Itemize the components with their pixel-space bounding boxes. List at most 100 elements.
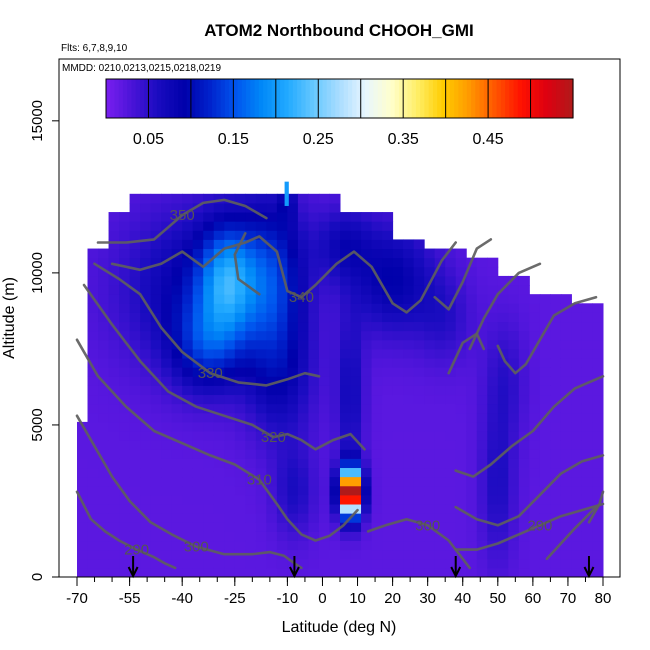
heatmap-cell — [350, 348, 362, 359]
heatmap-cell — [171, 540, 183, 551]
heatmap-cell — [297, 221, 309, 231]
heatmap-cell — [371, 504, 383, 514]
heatmap-cell — [361, 348, 373, 359]
heatmap-cell — [382, 485, 394, 496]
heatmap-cell — [487, 421, 499, 432]
heatmap-cell — [108, 266, 120, 277]
colorbar-swatch — [309, 79, 315, 118]
heatmap-cell — [234, 294, 246, 304]
heatmap-cell — [466, 467, 478, 478]
heatmap-cell — [455, 312, 467, 323]
heatmap-cell — [361, 412, 373, 423]
heatmap-cell — [592, 431, 604, 441]
heatmap-cell — [403, 513, 415, 523]
heatmap-cell — [171, 367, 183, 377]
heatmap-cell — [266, 567, 278, 577]
heatmap-cell — [445, 348, 457, 359]
heatmap-cell — [539, 567, 551, 577]
heatmap-cell — [213, 221, 225, 231]
heatmap-cell — [308, 230, 320, 240]
heatmap-cell — [308, 376, 320, 386]
heatmap-cell — [508, 558, 520, 569]
heatmap-cell — [287, 212, 299, 222]
heatmap-cell — [434, 339, 446, 350]
heatmap-cell — [150, 330, 162, 341]
heatmap-cell — [466, 275, 478, 286]
heatmap-cell — [592, 567, 604, 577]
heatmap-cell — [361, 485, 373, 496]
heatmap-cell — [445, 540, 457, 551]
heatmap-cell — [266, 266, 278, 277]
heatmap-cell — [276, 485, 288, 496]
heatmap-cell — [287, 467, 299, 478]
heatmap-cell — [382, 522, 394, 532]
heatmap-cell — [318, 558, 330, 569]
heatmap-cell — [413, 367, 425, 377]
heatmap-cell — [560, 504, 572, 514]
heatmap-cell — [340, 421, 352, 432]
colorbar-swatch — [360, 79, 366, 118]
heatmap-cell — [434, 567, 446, 577]
heatmap-cell — [129, 540, 141, 551]
heatmap-cell — [434, 394, 446, 405]
heatmap-cell — [329, 558, 341, 569]
heatmap-cell — [140, 376, 152, 386]
heatmap-cell — [287, 239, 299, 250]
heatmap-cell — [508, 376, 520, 386]
heatmap-cell — [413, 394, 425, 405]
heatmap-cell — [98, 385, 110, 396]
heatmap-cell — [361, 330, 373, 341]
heatmap-cell — [161, 358, 173, 368]
heatmap-cell — [434, 540, 446, 551]
heatmap-cell — [371, 312, 383, 323]
heatmap-cell — [182, 549, 194, 560]
heatmap-cell — [150, 257, 162, 268]
heatmap-cell — [276, 504, 288, 514]
heatmap-cell — [308, 531, 320, 542]
heatmap-cell — [318, 303, 330, 313]
heatmap-cell — [297, 239, 309, 250]
heatmap-cell — [161, 321, 173, 332]
heatmap-cell — [592, 367, 604, 377]
heatmap-cell — [455, 358, 467, 368]
heatmap-cell — [476, 394, 488, 405]
heatmap-cell — [266, 330, 278, 341]
heatmap-cell — [571, 467, 583, 478]
heatmap-cell — [171, 549, 183, 560]
heatmap-cell — [245, 212, 257, 222]
heatmap-cell — [266, 403, 278, 414]
heatmap-cell — [297, 403, 309, 414]
heatmap-cell — [508, 504, 520, 514]
heatmap-cell — [340, 376, 352, 386]
colorbar-tick-label: 0.45 — [473, 131, 504, 148]
heatmap-cell — [382, 558, 394, 569]
heatmap-cell — [403, 449, 415, 459]
heatmap-cell — [308, 467, 320, 478]
heatmap-cell — [108, 385, 120, 396]
heatmap-cell — [182, 485, 194, 496]
heatmap-cell — [350, 485, 362, 496]
heatmap-cell — [382, 212, 394, 222]
heatmap-cell — [297, 266, 309, 277]
heatmap-cell — [487, 403, 499, 414]
heatmap-cell — [350, 513, 362, 523]
heatmap-cell — [424, 567, 436, 577]
heatmap-cell — [361, 275, 373, 286]
heatmap-cell — [340, 312, 352, 323]
heatmap-cell — [413, 467, 425, 478]
heatmap-cell — [403, 294, 415, 304]
heatmap-cell — [192, 221, 204, 231]
heatmap-cell — [424, 449, 436, 459]
heatmap-cell — [224, 321, 236, 332]
heatmap-cell — [161, 494, 173, 505]
heatmap-cell — [476, 485, 488, 496]
heatmap-cell — [529, 558, 541, 569]
heatmap-cell — [266, 212, 278, 222]
heatmap-cell — [403, 248, 415, 259]
heatmap-cell — [108, 285, 120, 295]
heatmap-cell — [350, 449, 362, 459]
heatmap-cell — [403, 431, 415, 441]
heatmap-cell — [329, 376, 341, 386]
heatmap-cell — [140, 403, 152, 414]
heatmap-cell — [581, 412, 593, 423]
